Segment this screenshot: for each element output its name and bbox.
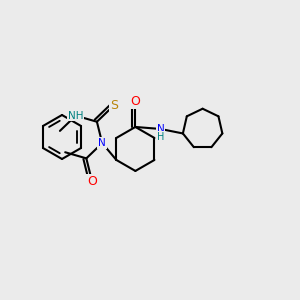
Text: O: O	[87, 175, 97, 188]
Text: S: S	[110, 99, 118, 112]
Text: N: N	[157, 124, 164, 134]
Text: NH: NH	[68, 111, 83, 121]
Text: O: O	[130, 95, 140, 109]
Text: H: H	[157, 132, 164, 142]
Text: N: N	[98, 138, 106, 148]
